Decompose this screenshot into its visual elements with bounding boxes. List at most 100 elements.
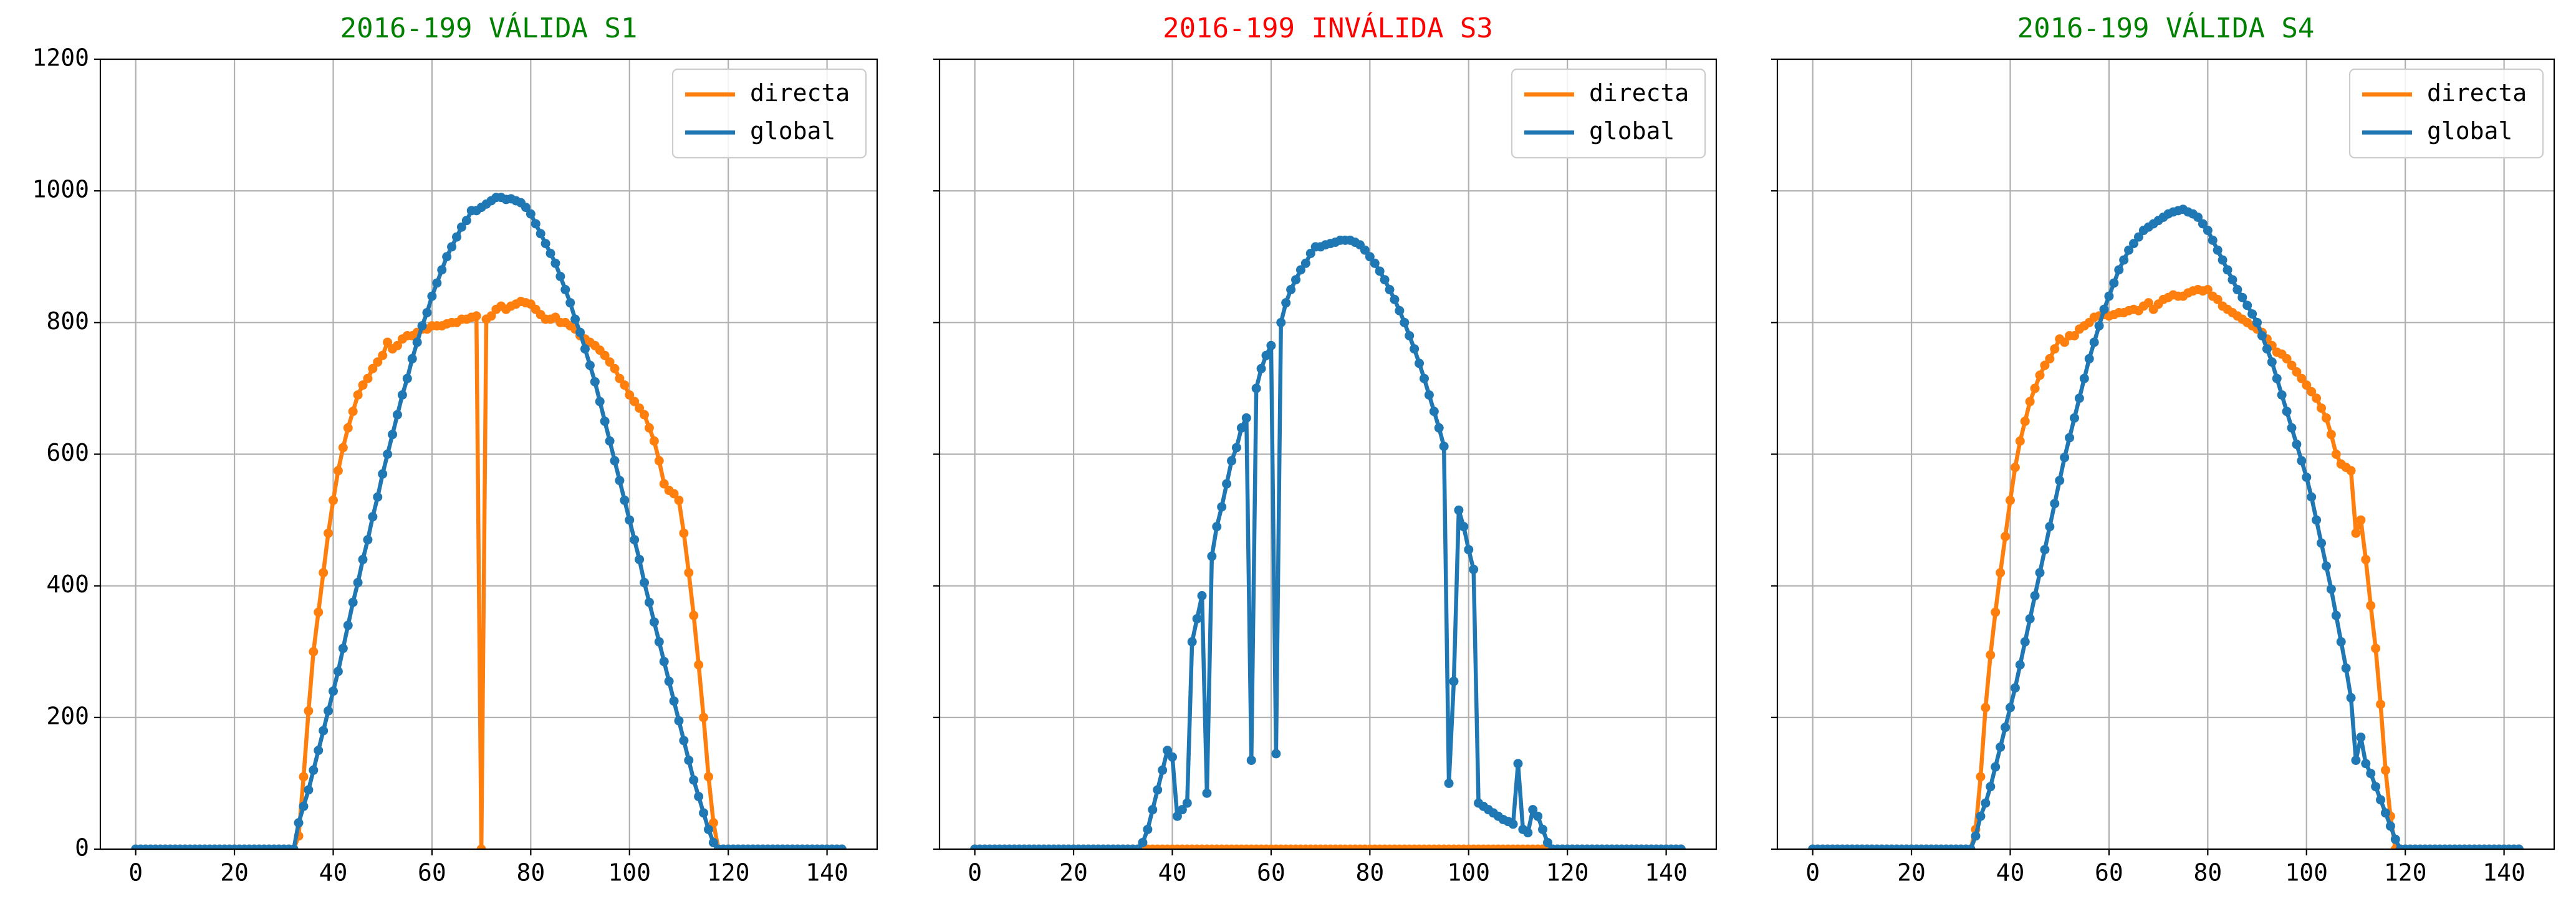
data-point <box>2065 433 2075 443</box>
x-tick-label: 60 <box>2095 859 2123 887</box>
x-tick-label: 140 <box>805 859 848 887</box>
y-tick-label: 200 <box>46 702 89 729</box>
x-tick-label: 0 <box>968 859 982 887</box>
data-point <box>605 436 615 446</box>
data-point <box>1971 831 1981 841</box>
data-point <box>324 528 334 538</box>
data-point <box>2297 456 2307 466</box>
data-point <box>2208 235 2218 245</box>
data-point <box>615 373 625 383</box>
data-point <box>2094 321 2104 331</box>
x-tick-label: 80 <box>1355 859 1384 887</box>
data-point <box>2015 436 2025 446</box>
data-point <box>2390 834 2400 844</box>
data-point <box>2257 330 2267 340</box>
data-point <box>2346 466 2356 476</box>
data-point <box>422 307 432 317</box>
data-point <box>2079 373 2089 383</box>
data-point <box>328 686 338 696</box>
data-point <box>669 489 679 499</box>
data-point <box>1167 752 1177 762</box>
x-tick-label: 100 <box>608 859 651 887</box>
legend-label: global <box>750 117 835 145</box>
data-point <box>689 610 699 620</box>
data-point <box>1365 252 1375 262</box>
data-point <box>1395 305 1405 315</box>
x-tick-label: 60 <box>418 859 446 887</box>
data-point <box>2203 285 2213 295</box>
data-point <box>545 248 555 258</box>
data-point <box>324 706 334 716</box>
data-point <box>309 647 319 657</box>
data-point <box>1449 676 1459 686</box>
legend-box <box>671 68 867 159</box>
data-point <box>1996 742 2006 752</box>
data-point <box>531 219 541 229</box>
data-point <box>2326 584 2336 594</box>
data-point <box>580 344 590 354</box>
data-point <box>1202 788 1212 798</box>
data-point <box>2321 413 2331 423</box>
data-point <box>2267 357 2277 367</box>
data-point <box>2213 245 2223 255</box>
data-point <box>476 844 486 849</box>
data-point <box>461 216 471 226</box>
legend-label: directa <box>2427 79 2527 107</box>
data-point <box>2060 453 2070 463</box>
data-point <box>2341 663 2351 673</box>
data-point <box>2119 255 2129 265</box>
data-point <box>708 837 718 847</box>
x-tick-label: 0 <box>128 859 143 887</box>
data-point <box>1236 423 1246 433</box>
x-tick-label: 20 <box>220 859 249 887</box>
data-point <box>2035 370 2045 380</box>
y-tick-label: 800 <box>46 307 89 335</box>
data-point <box>2371 643 2381 653</box>
data-point <box>2193 212 2203 222</box>
data-point <box>1966 844 1976 849</box>
x-tick-label: 120 <box>1546 859 1589 887</box>
data-point <box>1305 248 1315 258</box>
data-point <box>294 818 304 828</box>
data-point <box>674 495 684 505</box>
data-point <box>2351 755 2361 765</box>
data-point <box>383 337 393 347</box>
data-point <box>2109 278 2119 288</box>
data-point <box>2218 255 2228 265</box>
data-point <box>1429 406 1439 416</box>
data-point <box>2302 472 2312 482</box>
data-point <box>299 801 309 811</box>
plot-area <box>131 193 847 849</box>
data-point <box>402 373 412 383</box>
data-point <box>2223 265 2232 275</box>
data-point <box>1454 505 1464 515</box>
data-point <box>2307 492 2317 502</box>
data-point <box>2366 600 2376 610</box>
data-point <box>1981 703 1991 713</box>
data-point <box>2089 337 2099 347</box>
data-point <box>600 350 610 360</box>
data-point <box>1291 275 1301 285</box>
data-point <box>1513 759 1523 769</box>
data-point <box>2198 219 2208 229</box>
data-point <box>2252 317 2262 327</box>
y-tick-label: 400 <box>46 570 89 598</box>
data-point <box>412 337 422 347</box>
data-point <box>590 377 600 387</box>
data-point <box>699 808 709 818</box>
data-point <box>2203 226 2213 236</box>
data-point <box>2010 463 2020 473</box>
data-point <box>2292 367 2302 377</box>
data-point <box>1439 441 1449 451</box>
data-point <box>456 222 466 232</box>
data-point <box>353 390 363 400</box>
y-tick-label: 1200 <box>32 44 89 72</box>
data-point <box>333 666 343 676</box>
data-point <box>541 239 550 249</box>
data-point <box>526 209 536 219</box>
data-point <box>348 597 358 607</box>
data-point <box>299 772 309 782</box>
data-point <box>2380 808 2390 818</box>
x-tick-label: 120 <box>2384 859 2427 887</box>
